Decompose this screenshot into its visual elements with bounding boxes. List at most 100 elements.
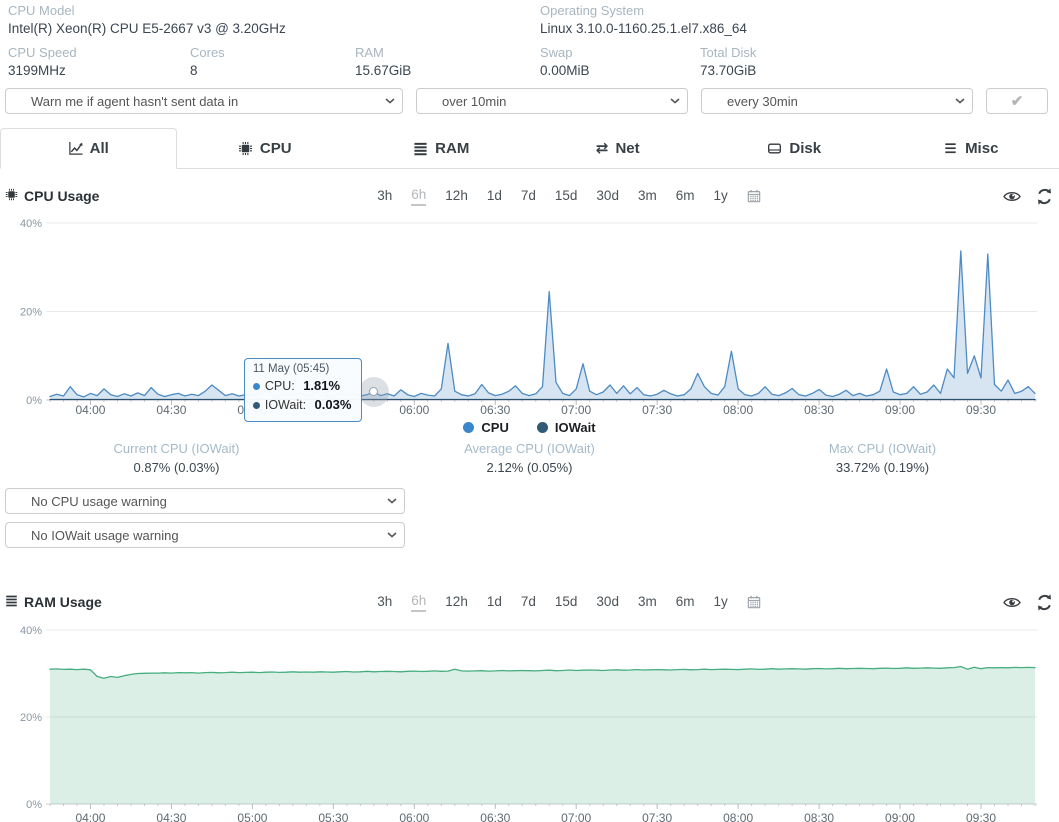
range-30d[interactable]: 30d <box>596 187 619 203</box>
agent-warning-controls: Warn me if agent hasn't sent data in over… <box>5 88 1053 114</box>
cpu-stat: Current CPU (IOWait) 0.87% (0.03%) <box>0 441 353 475</box>
visibility-eye-icon[interactable] <box>1003 190 1021 203</box>
range-6m[interactable]: 6m <box>675 187 695 203</box>
agent-warning-select-wrap: Warn me if agent hasn't sent data in <box>5 88 403 114</box>
cpu-chart-canvas[interactable]: 0%20%40%04:0004:3005:0005:3006:0006:3007… <box>0 215 1059 415</box>
svg-text:07:30: 07:30 <box>642 811 672 822</box>
range-12h[interactable]: 12h <box>445 593 468 609</box>
iowait-usage-warning-select[interactable]: No IOWait usage warning <box>5 522 405 548</box>
cpu-header-icons <box>1003 187 1053 205</box>
cpu-usage-warning-select-wrap: No CPU usage warning <box>5 488 405 514</box>
svg-text:09:00: 09:00 <box>885 403 915 415</box>
range-12h[interactable]: 12h <box>445 187 468 203</box>
system-info-value: Linux 3.10.0-1160.25.1.el7.x86_64 <box>540 21 747 36</box>
stat-value: 0.87% (0.03%) <box>133 460 220 475</box>
legend-label: CPU <box>481 419 509 435</box>
menu-lines-icon <box>943 141 958 156</box>
cpu-usage-chart[interactable]: 0%20%40%04:0004:3005:0005:3006:0006:3007… <box>0 215 1059 422</box>
system-info-value: 3199MHz <box>8 63 66 78</box>
system-info-cell: RAM 15.67GiB <box>355 45 540 78</box>
visibility-eye-icon[interactable] <box>1003 596 1021 609</box>
ram-chart-canvas[interactable]: 0% 20% 40% 04:00 04:30 05:00 05:30 06:00 06:30 07… <box>0 621 1059 822</box>
system-info-label: Operating System <box>540 3 645 18</box>
system-info-label: RAM <box>355 45 384 60</box>
system-info-value: 73.70GiB <box>700 63 757 78</box>
confirm-agent-warning-button[interactable]: ✔ <box>986 88 1048 114</box>
range-6m[interactable]: 6m <box>675 593 695 609</box>
system-info-row-1: CPU Model Intel(R) Xeon(R) CPU E5-2667 v3… <box>8 3 1051 36</box>
svg-text:09:30: 09:30 <box>966 811 996 822</box>
range-3m[interactable]: 3m <box>637 187 657 203</box>
range-3m[interactable]: 3m <box>637 593 657 609</box>
tab-net[interactable]: ⇄ Net <box>530 128 707 169</box>
agent-warning-select[interactable]: Warn me if agent hasn't sent data in <box>5 88 403 114</box>
tooltip-row: CPU: 1.81% <box>252 377 353 396</box>
tab-cpu[interactable]: CPU <box>177 128 354 169</box>
legend-label: IOWait <box>554 419 596 435</box>
legend-item-cpu[interactable]: CPU <box>463 419 509 435</box>
range-7d[interactable]: 7d <box>520 187 536 203</box>
warning-repeat-select[interactable]: every 30min <box>701 88 973 114</box>
chart-line-icon <box>68 141 83 156</box>
tab-all[interactable]: All <box>0 128 177 169</box>
svg-text:40%: 40% <box>20 625 42 637</box>
svg-text:09:00: 09:00 <box>885 811 915 822</box>
cpu-stat: Max CPU (IOWait) 33.72% (0.19%) <box>706 441 1059 475</box>
range-3h[interactable]: 3h <box>377 593 393 609</box>
range-15d[interactable]: 15d <box>554 593 578 609</box>
svg-text:04:30: 04:30 <box>156 403 186 415</box>
cpu-time-ranges: 3h 6h 12h 1d 7d 15d 30d 3m 6m 1y <box>45 187 1059 206</box>
range-6h[interactable]: 6h <box>411 593 427 612</box>
cpu-chip-icon <box>5 188 18 204</box>
tab-label: RAM <box>435 140 470 157</box>
warning-duration-select[interactable]: over 10min <box>416 88 688 114</box>
range-1d[interactable]: 1d <box>486 593 502 609</box>
cpu-section-title: CPU Usage <box>5 188 99 204</box>
system-info-cell: Swap 0.00MiB <box>540 45 700 78</box>
calendar-icon[interactable] <box>747 595 761 609</box>
ram-time-ranges: 3h 6h 12h 1d 7d 15d 30d 3m 6m 1y <box>45 593 1059 612</box>
tab-label: All <box>89 140 109 157</box>
range-1y[interactable]: 1y <box>713 593 728 609</box>
svg-text:05:00: 05:00 <box>237 811 267 822</box>
tab-disk[interactable]: Disk <box>706 128 883 169</box>
range-30d[interactable]: 30d <box>596 593 619 609</box>
calendar-icon[interactable] <box>747 189 761 203</box>
stat-label: Average CPU (IOWait) <box>464 441 595 456</box>
tab-ram[interactable]: RAM <box>353 128 530 169</box>
svg-text:0%: 0% <box>26 799 42 811</box>
svg-text:06:00: 06:00 <box>399 811 429 822</box>
system-info-cell: Cores 8 <box>190 45 355 78</box>
range-7d[interactable]: 7d <box>520 593 536 609</box>
system-info-label: Cores <box>190 45 225 60</box>
svg-text:07:00: 07:00 <box>561 811 591 822</box>
range-15d[interactable]: 15d <box>554 187 578 203</box>
svg-text:05:30: 05:30 <box>318 811 348 822</box>
cpu-usage-warning-select[interactable]: No CPU usage warning <box>5 488 405 514</box>
ram-section-header: RAM Usage 3h 6h 12h 1d 7d 15d 30d 3m 6m 1y <box>5 589 1053 615</box>
tooltip-date: 11 May (05:45) <box>252 362 330 375</box>
ram-section-title: RAM Usage <box>5 594 102 610</box>
range-1d[interactable]: 1d <box>486 187 502 203</box>
range-6h[interactable]: 6h <box>411 187 427 206</box>
legend-item-iowait[interactable]: IOWait <box>536 419 596 435</box>
refresh-icon[interactable] <box>1036 187 1053 205</box>
warning-repeat-select-wrap: every 30min <box>701 88 973 114</box>
chart-hover-marker <box>358 376 389 407</box>
system-info-label: CPU Speed <box>8 45 77 60</box>
system-info-value: Intel(R) Xeon(R) CPU E5-2667 v3 @ 3.20GH… <box>8 21 286 36</box>
ram-usage-chart[interactable]: 0% 20% 40% 04:00 04:30 05:00 05:30 06:00 06:30 07… <box>0 621 1059 822</box>
range-1y[interactable]: 1y <box>713 187 728 203</box>
system-info-label: Total Disk <box>700 45 757 60</box>
tab-misc[interactable]: Misc <box>883 128 1059 169</box>
system-info-value: 8 <box>190 63 198 78</box>
tooltip-series-name: CPU: <box>264 379 299 394</box>
system-info-value: 15.67GiB <box>355 63 412 78</box>
svg-text:06:30: 06:30 <box>480 811 510 822</box>
metric-tabs: All CPU RAM ⇄ Net Disk Misc <box>0 127 1059 169</box>
tab-label: Net <box>615 140 640 157</box>
svg-text:09:30: 09:30 <box>966 403 996 415</box>
refresh-icon[interactable] <box>1036 593 1053 611</box>
range-3h[interactable]: 3h <box>377 187 393 203</box>
chart-tooltip: 11 May (05:45) CPU: 1.81% IOWait: 0.03% <box>243 357 362 422</box>
